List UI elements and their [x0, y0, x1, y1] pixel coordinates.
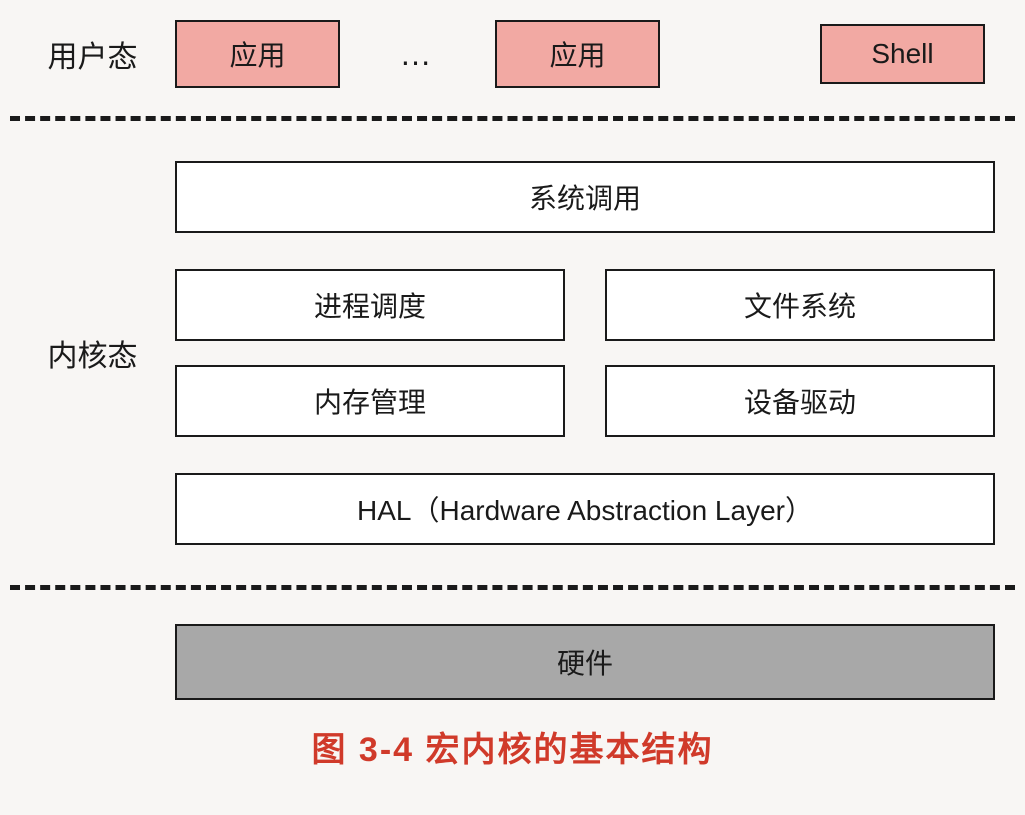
kernel-mode-section: 内核态 系统调用 进程调度 文件系统 内存管理 设备驱动 HAL（Hardwar…: [10, 161, 1015, 545]
filesystem-box: 文件系统: [605, 269, 995, 341]
kernel-stack: 系统调用 进程调度 文件系统 内存管理 设备驱动 HAL（Hardware Ab…: [175, 161, 1015, 545]
user-mode-label: 用户态: [10, 32, 175, 76]
app-box-2: 应用: [495, 20, 660, 88]
hardware-box: 硬件: [175, 624, 995, 700]
figure-caption: 图 3-4 宏内核的基本结构: [10, 722, 1015, 771]
syscall-box: 系统调用: [175, 161, 995, 233]
ellipsis: …: [340, 36, 495, 73]
kernel-grid: 进程调度 文件系统 内存管理 设备驱动: [175, 269, 995, 437]
memory-box: 内存管理: [175, 365, 565, 437]
dashed-divider-1: [10, 116, 1015, 121]
hardware-row: 硬件: [10, 624, 1015, 700]
driver-box: 设备驱动: [605, 365, 995, 437]
caption-title: 宏内核的基本结构: [426, 731, 714, 769]
user-mode-content: 应用 … 应用 Shell: [175, 20, 1015, 88]
user-boxes-row: 应用 … 应用 Shell: [175, 20, 995, 88]
app-box-1: 应用: [175, 20, 340, 88]
dashed-divider-2: [10, 585, 1015, 590]
kernel-mode-label: 内核态: [10, 331, 175, 375]
hal-box: HAL（Hardware Abstraction Layer）: [175, 473, 995, 545]
hardware-content: 硬件: [175, 624, 1015, 700]
scheduler-box: 进程调度: [175, 269, 565, 341]
user-mode-row: 用户态 应用 … 应用 Shell: [10, 20, 1015, 88]
shell-box: Shell: [820, 24, 985, 84]
caption-prefix: 图 3-4: [311, 731, 425, 769]
